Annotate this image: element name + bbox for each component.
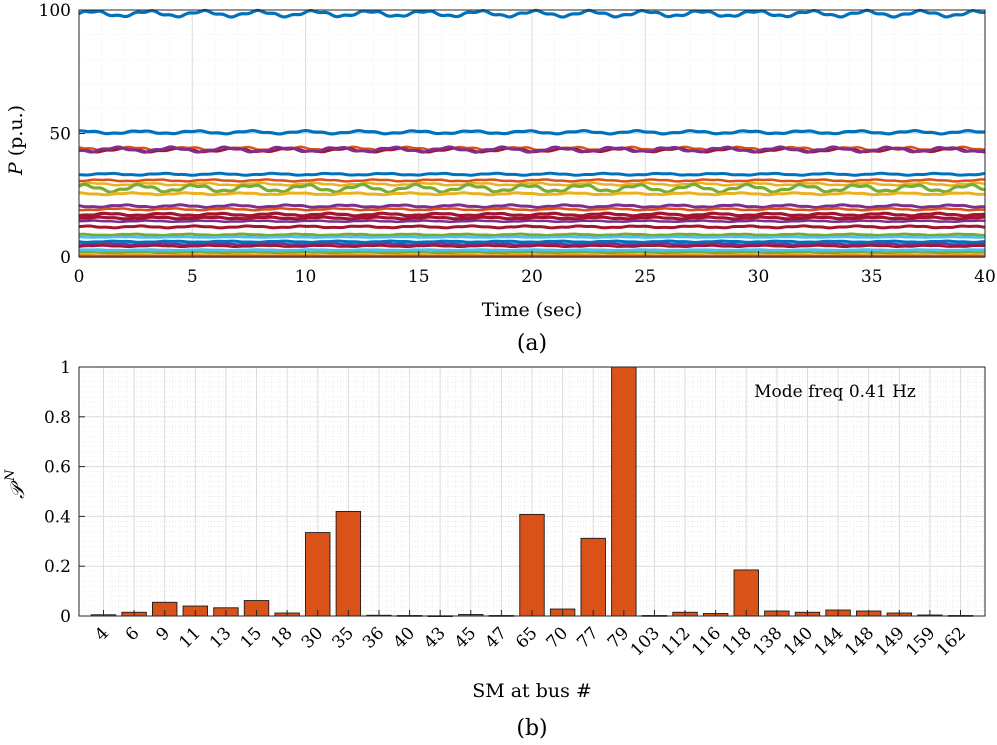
series-line-SM10 [78,191,986,197]
series-line-SM2 [78,129,986,136]
panel-b-x-tick-label: 70 [543,623,572,652]
panel-b-x-tick-label: 159 [902,623,939,660]
panel-b-y-tick-label: 1 [60,358,71,378]
panel-a-y-tick-label: 100 [39,1,71,21]
panel-b-x-tick-label: 45 [451,623,480,652]
panel-b-x-tick-label: 144 [811,623,848,660]
panel-b-x-tick-label: 35 [328,623,357,652]
panel-b-x-tick-label: 18 [267,623,296,652]
bar-bus-79 [611,366,637,617]
panel-b-x-tick-label: 36 [359,623,388,652]
panel-b-x-tick-label: 4 [91,623,113,645]
panel-a-x-tick-label: 25 [634,267,656,287]
panel-b-x-tick-label: 13 [206,623,235,652]
bar-bus-77 [580,537,606,617]
series-line-SM11 [78,203,986,209]
panel-b-y-tick-label: 0.8 [44,408,71,428]
panel-a-x-tick-label: 5 [187,267,198,287]
series-line-SM16 [78,224,986,230]
series-line-SM14 [78,215,986,221]
panel-b-x-tick-label: 15 [237,623,266,652]
series-line-SM1 [78,8,986,19]
svg-text:N: N [3,469,18,482]
panel-a-y-tick-label: 50 [49,125,71,145]
series-line-SM21 [78,244,986,249]
panel-b-x-tick-label: 30 [298,623,327,652]
series-line-SM20 [78,242,986,247]
panel-a-x-tick-label: 0 [74,267,85,287]
panel-b-x-axis-label: SM at bus # [472,680,592,702]
panel-a-x-tick-label: 35 [861,267,883,287]
panel-a-x-tick-label: 15 [408,267,430,287]
panel-b-x-tick-label: 112 [657,623,694,660]
series-line-SM5 [78,145,986,154]
panel-b-x-tick-label: 9 [152,623,174,645]
panel-b-y-tick-label: 0.6 [44,458,71,478]
series-line-SM15 [78,219,986,224]
panel-a-x-axis-label: Time (sec) [482,299,583,321]
panel-b: 4 6 9 11 13 15 18 30 35 36 40 43 45 47 65 70 77 791031121… [3,358,986,741]
panel-b-x-tick-label: 118 [719,623,756,660]
series-line-SM17 [78,232,986,237]
panel-b-y-tick-label: 0.4 [44,507,71,527]
panel-b-x-tick-label: 103 [627,623,664,660]
panel-b-y-tick-label: 0.2 [44,557,71,577]
series-line-SM12 [78,207,986,212]
panel-a-y-axis-label: P (p.u.) [5,105,27,176]
panel-b-x-tick-label: 47 [481,623,510,652]
panel-a-x-tick-label: 40 [974,267,996,287]
bar-bus-118 [733,569,759,617]
panel-b-x-tick-label: 77 [573,623,602,652]
series-line-SM22 [78,248,986,252]
panel-a-caption: (a) [517,331,547,356]
series-line-SM13 [78,211,986,218]
series-line-SM8 [78,181,986,187]
bar-bus-65 [519,513,545,617]
series-line-SM18 [78,235,986,239]
panel-b-x-tick-label: 148 [841,623,878,660]
panel-a-x-tick-label: 30 [748,267,770,287]
panel-a-x-tick-label: 20 [521,267,543,287]
panel-b-x-ticks: 4 6 9 11 13 15 18 30 35 36 40 43 45 47 65 70 77 791031121… [91,610,970,660]
panel-a-y-tick-label: 0 [60,248,71,268]
panel-b-x-tick-label: 6 [122,623,144,645]
panel-b-x-tick-label: 40 [390,623,419,652]
svg-text:𝒫: 𝒫 [7,480,29,499]
panel-b-x-tick-label: 162 [933,623,970,660]
panel-b-y-tick-label: 0 [60,607,71,627]
series-line-SM6 [78,171,986,177]
panel-a-x-ticks: 0 5 10 15 20 25 30 35 40 [74,251,996,287]
series-line-SM7 [78,178,986,183]
panel-b-x-tick-label: 65 [512,623,541,652]
panel-a-x-tick-label: 10 [295,267,317,287]
bar-bus-30 [305,532,331,617]
bar-bus-35 [335,510,362,617]
panel-b-annotation: Mode freq 0.41 Hz [754,382,916,402]
series-line-SM19 [78,239,986,244]
panel-b-x-tick-label: 11 [175,623,204,652]
panel-b-y-ticks: 0 0.2 0.4 0.6 0.8 1 [44,358,85,627]
panel-b-x-tick-label: 138 [749,623,786,660]
panel-b-x-tick-label: 149 [872,623,909,660]
panel-b-caption: (b) [516,716,547,741]
panel-b-x-tick-label: 140 [780,623,817,660]
series-line-SM9 [78,182,986,194]
panel-b-x-tick-label: 43 [420,623,449,652]
panel-a-y-ticks: 0 50 100 [39,1,85,268]
panel-a: 0 5 10 15 20 25 30 35 40 0 50 100 Time (sec) P (p.… [5,1,996,356]
panel-b-y-axis-label: 𝒫 N [3,469,29,499]
panel-b-x-tick-label: 116 [688,623,725,660]
